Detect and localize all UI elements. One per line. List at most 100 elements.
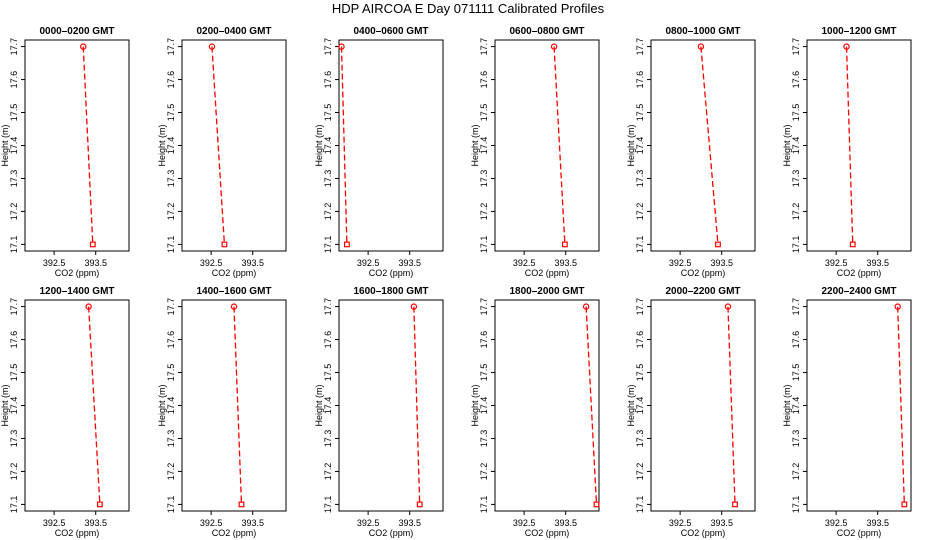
y-tick-label: 17.1 — [323, 236, 333, 254]
profile-line — [413, 306, 421, 505]
y-tick-label: 17.4 — [166, 137, 176, 155]
y-tick-label: 17.5 — [479, 104, 489, 122]
data-point-bottom — [416, 501, 423, 508]
profile-line — [87, 306, 101, 505]
y-tick-label: 17.2 — [166, 463, 176, 481]
y-tick-label: 17.4 — [323, 397, 333, 415]
plot-frame — [806, 39, 912, 252]
y-tick-label: 17.2 — [9, 203, 19, 221]
plot-frame — [650, 39, 756, 252]
y-tick-label: 17.6 — [166, 331, 176, 349]
panel-title: 2200–2400 GMT — [821, 286, 896, 297]
y-tick-label: 17.4 — [9, 397, 19, 415]
plot-frame — [338, 299, 444, 512]
y-tick-label: 17.6 — [479, 331, 489, 349]
x-axis-label: CO2 (ppm) — [525, 268, 570, 278]
y-tick-label: 17.1 — [791, 496, 801, 514]
data-point-top — [410, 303, 418, 310]
y-tick-label: 17.7 — [635, 298, 645, 316]
y-tick-label: 17.3 — [479, 430, 489, 448]
x-tick-label: 393.5 — [398, 518, 421, 528]
x-axis-label: CO2 (ppm) — [681, 528, 726, 538]
y-tick-label: 17.3 — [166, 170, 176, 188]
y-tick-label: 17.1 — [166, 496, 176, 514]
x-tick-label: 393.5 — [710, 258, 733, 268]
data-point-bottom — [901, 501, 908, 508]
y-tick-label: 17.7 — [166, 298, 176, 316]
y-tick-label: 17.1 — [791, 236, 801, 254]
profile-panel: 0200–0400 GMT 392.5 393.5 17.1 17.2 17.3 17.4 1… — [157, 26, 287, 278]
profile-line — [585, 306, 598, 505]
plot-frame — [24, 39, 130, 252]
y-tick-label: 17.5 — [323, 104, 333, 122]
x-tick-label: 392.5 — [43, 258, 66, 268]
x-tick-label: 392.5 — [825, 518, 848, 528]
y-tick-label: 17.7 — [166, 38, 176, 56]
x-tick-label: 393.5 — [241, 518, 264, 528]
y-tick-label: 17.6 — [791, 331, 801, 349]
data-point-bottom — [561, 241, 568, 248]
profile-line — [845, 46, 854, 245]
y-tick-label: 17.4 — [635, 137, 645, 155]
y-tick-label: 17.1 — [9, 496, 19, 514]
panel-title: 1200–1400 GMT — [39, 286, 114, 297]
profile-line — [233, 306, 243, 505]
profile-panel: 1200–1400 GMT 392.5 393.5 17.1 17.2 17.3 17.4 1… — [0, 286, 130, 538]
data-point-top — [208, 43, 216, 50]
y-tick-label: 17.3 — [323, 430, 333, 448]
profile-panel: 1800–2000 GMT 392.5 393.5 17.1 17.2 17.3 17.4 1… — [470, 286, 600, 538]
y-tick-label: 17.5 — [323, 364, 333, 382]
y-tick-label: 17.1 — [166, 236, 176, 254]
profile-panel: 0800–1000 GMT 392.5 393.5 17.1 17.2 17.3 17.4 1… — [626, 26, 756, 278]
data-point-top — [85, 303, 92, 310]
y-tick-label: 17.2 — [791, 463, 801, 481]
y-tick-label: 17.1 — [9, 236, 19, 254]
data-point-top — [894, 303, 901, 310]
x-tick-label: 393.5 — [866, 258, 889, 268]
data-point-top — [230, 303, 238, 310]
profile-panel: 1000–1200 GMT 392.5 393.5 17.1 17.2 17.3 17.4 1… — [782, 26, 912, 278]
panel-title: 0400–0600 GMT — [353, 26, 428, 37]
y-tick-label: 17.6 — [9, 71, 19, 89]
profile-panel: 1600–1800 GMT 392.5 393.5 17.1 17.2 17.3 17.4 1… — [314, 286, 444, 538]
plot-frame — [338, 39, 444, 252]
plot-frame — [181, 299, 287, 512]
y-tick-label: 17.1 — [479, 496, 489, 514]
x-axis-label: CO2 (ppm) — [55, 528, 100, 538]
x-axis-label: CO2 (ppm) — [681, 268, 726, 278]
data-point-top — [338, 43, 345, 50]
y-tick-label: 17.5 — [166, 104, 176, 122]
y-tick-label: 17.6 — [635, 71, 645, 89]
y-tick-label: 17.4 — [791, 137, 801, 155]
x-tick-label: 392.5 — [669, 518, 692, 528]
profile-panel: 0600–0800 GMT 392.5 393.5 17.1 17.2 17.3 17.4 1… — [470, 26, 600, 278]
data-point-bottom — [593, 501, 600, 508]
y-tick-label: 17.5 — [635, 104, 645, 122]
y-tick-label: 17.5 — [9, 104, 19, 122]
y-tick-label: 17.5 — [479, 364, 489, 382]
y-tick-label: 17.7 — [323, 298, 333, 316]
y-tick-label: 17.3 — [791, 430, 801, 448]
y-tick-label: 17.1 — [635, 496, 645, 514]
y-tick-label: 17.2 — [166, 203, 176, 221]
panel-title: 0600–0800 GMT — [509, 26, 584, 37]
plot-frame — [24, 299, 130, 512]
profile-line — [340, 46, 348, 245]
y-tick-label: 17.4 — [9, 137, 19, 155]
y-tick-label: 17.6 — [635, 331, 645, 349]
panel-title: 0000–0200 GMT — [39, 26, 114, 37]
y-axis-label: Height (m) — [626, 124, 636, 166]
panel-title: 0800–1000 GMT — [665, 26, 740, 37]
y-tick-label: 17.3 — [479, 170, 489, 188]
y-tick-label: 17.6 — [9, 331, 19, 349]
profile-line — [553, 46, 566, 245]
panel-title: 0200–0400 GMT — [196, 26, 271, 37]
panel-title: 1400–1600 GMT — [196, 286, 271, 297]
x-tick-label: 393.5 — [84, 518, 107, 528]
y-tick-label: 17.4 — [479, 397, 489, 415]
y-tick-label: 17.3 — [9, 430, 19, 448]
data-point-bottom — [221, 241, 228, 248]
x-axis-label: CO2 (ppm) — [837, 268, 882, 278]
profile-panel: 0400–0600 GMT 392.5 393.5 17.1 17.2 17.3 17.4 1… — [314, 26, 444, 278]
